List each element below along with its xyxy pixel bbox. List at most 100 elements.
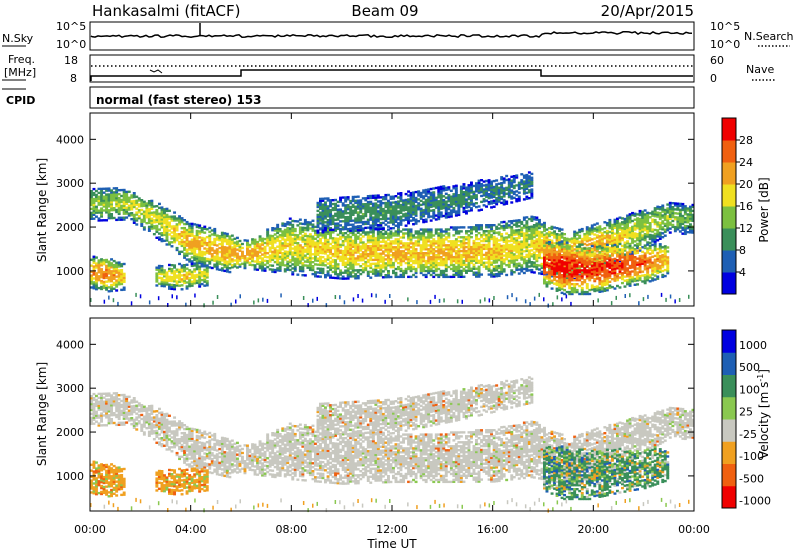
power-cell	[490, 263, 494, 266]
power-cell	[427, 258, 431, 261]
power-cell	[301, 250, 305, 253]
power-cell	[621, 231, 624, 234]
power-cell	[527, 251, 531, 254]
power-cell	[175, 219, 179, 222]
power-cell	[505, 174, 509, 178]
power-cell	[512, 175, 516, 178]
power-cell	[540, 262, 544, 266]
power-cell	[185, 244, 189, 247]
power-cell	[321, 215, 325, 218]
power-cell	[422, 191, 426, 194]
power-cell	[500, 244, 504, 248]
power-cell	[253, 264, 257, 267]
power-cell	[500, 248, 504, 252]
power-cell	[429, 193, 433, 197]
power-cell	[404, 261, 408, 265]
power-cell	[613, 236, 617, 239]
power-cell	[276, 239, 280, 242]
power-cell	[643, 233, 647, 236]
power-cell	[354, 257, 358, 260]
power-cell	[371, 226, 375, 229]
power-cell	[439, 242, 443, 245]
power-cell	[173, 233, 177, 236]
power-cell	[306, 242, 310, 246]
power-cell	[656, 223, 660, 226]
power-cell	[434, 261, 438, 265]
power-cell	[271, 227, 275, 230]
power-cell	[183, 226, 187, 230]
power-cell	[414, 248, 418, 251]
power-cell	[427, 259, 431, 263]
power-cell	[676, 216, 680, 219]
power-cell	[444, 248, 448, 251]
power-cell	[409, 250, 413, 253]
power-cell	[329, 248, 333, 252]
power-cell	[306, 266, 310, 269]
power-cell	[424, 269, 428, 273]
power-cell	[296, 243, 300, 247]
power-cell	[336, 249, 340, 252]
power-cell	[238, 255, 242, 258]
power-cell	[397, 252, 400, 255]
power-cell	[517, 199, 521, 202]
power-cell	[409, 252, 413, 255]
power-cell	[341, 277, 345, 280]
power-cell	[120, 218, 124, 221]
power-cell	[648, 225, 652, 229]
power-cell	[286, 254, 290, 258]
power-cell	[379, 236, 383, 240]
power-cell	[616, 243, 619, 246]
power-cell	[417, 190, 421, 193]
power-cell	[530, 229, 534, 232]
power-cell	[349, 215, 353, 219]
power-cell	[155, 209, 159, 212]
power-cell	[329, 260, 333, 263]
power-cell	[276, 223, 280, 227]
power-cell	[215, 258, 219, 261]
power-cell	[344, 257, 348, 261]
power-cell	[341, 251, 345, 255]
power-cell	[374, 198, 378, 201]
power-cell	[354, 221, 358, 224]
power-cell	[465, 255, 468, 259]
power-cell	[457, 253, 461, 257]
power-cell	[616, 241, 619, 244]
power-cell	[97, 199, 101, 202]
power-cell	[495, 273, 499, 276]
power-cell	[437, 261, 441, 265]
power-cell	[117, 189, 121, 192]
power-cell	[92, 213, 96, 216]
power-cell	[173, 217, 177, 220]
power-cell	[444, 257, 448, 261]
power-cell	[122, 204, 126, 207]
power-cell	[273, 253, 277, 256]
power-cell	[512, 178, 516, 182]
power-cell	[462, 196, 466, 200]
power-cell	[447, 234, 451, 237]
power-cell	[417, 238, 421, 241]
power-cell	[334, 202, 338, 206]
power-cell	[407, 210, 411, 213]
power-cell	[522, 182, 526, 185]
power-cell	[253, 252, 257, 255]
power-cell	[349, 201, 353, 205]
power-cell	[97, 277, 101, 280]
power-cell	[203, 257, 207, 260]
power-cell	[344, 220, 348, 223]
power-cell	[278, 255, 282, 259]
power-cell	[145, 206, 149, 209]
power-cell	[407, 214, 411, 217]
power-cell	[324, 246, 327, 249]
power-cell	[522, 236, 526, 239]
power-cell	[527, 191, 531, 194]
power-cell	[482, 245, 486, 249]
power-cell	[193, 252, 197, 256]
power-cell	[384, 213, 388, 217]
power-cell	[605, 229, 609, 233]
power-cell	[434, 228, 438, 231]
power-cell	[502, 246, 506, 249]
power-cell	[361, 207, 365, 210]
power-cell	[457, 226, 461, 229]
power-cell	[135, 223, 139, 226]
power-cell	[447, 257, 451, 261]
